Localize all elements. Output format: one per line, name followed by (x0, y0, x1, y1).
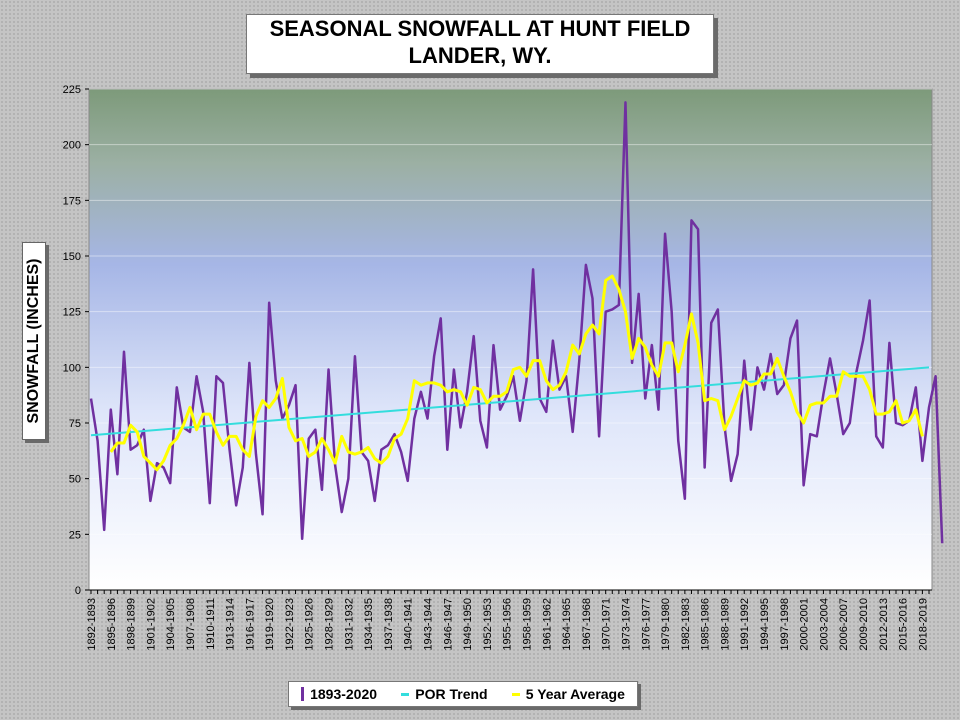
chart-title-line2: LANDER, WY. (408, 43, 552, 68)
x-tick-label: 1928-1929 (324, 598, 336, 651)
x-tick-label: 1967-1968 (581, 598, 593, 651)
x-tick-label: 2000-2001 (799, 598, 811, 651)
x-tick-label: 1922-1923 (284, 598, 296, 651)
x-tick-label: 1955-1956 (502, 598, 514, 651)
chart-title-box: SEASONAL SNOWFALL AT HUNT FIELD LANDER, … (246, 14, 714, 74)
y-tick-label: 75 (69, 418, 81, 430)
y-tick-label: 175 (63, 195, 81, 207)
series-line-trend (90, 366, 930, 437)
x-tick-label: 2015-2016 (898, 598, 910, 651)
legend-label-trend: POR Trend (415, 686, 488, 702)
legend-swatch-avg (511, 692, 520, 696)
x-tick-label: 1997-1998 (779, 598, 791, 651)
y-tick-label: 25 (69, 529, 81, 541)
legend-swatch-trend (401, 692, 410, 696)
y-tick-label: 100 (63, 362, 81, 374)
x-tick-label: 1940-1941 (403, 598, 415, 651)
x-tick-label: 1973-1974 (620, 598, 632, 651)
x-tick-label: 2012-2013 (878, 598, 890, 651)
series-line-5yr-average (109, 274, 924, 472)
legend-item-avg: 5 Year Average (511, 686, 625, 702)
legend-item-snowfall: 1893-2020 (301, 686, 377, 702)
y-tick-label: 150 (63, 251, 81, 263)
x-tick-label: 2018-2019 (917, 598, 929, 651)
plot-area (88, 88, 933, 591)
x-tick-label: 1976-1977 (640, 598, 652, 651)
chart-title-line1: SEASONAL SNOWFALL AT HUNT FIELD (269, 16, 691, 41)
legend-label-avg: 5 Year Average (525, 686, 625, 702)
x-tick-label: 1946-1947 (442, 598, 454, 651)
x-tick-label: 1958-1959 (521, 598, 533, 651)
x-tick-label: 1994-1995 (759, 598, 771, 651)
y-tick-label: 125 (63, 307, 81, 319)
x-tick-label: 1892-1893 (86, 598, 98, 651)
x-tick-label: 2009-2010 (858, 598, 870, 651)
x-tick-label: 1949-1950 (462, 598, 474, 651)
x-tick-label: 1979-1980 (660, 598, 672, 651)
x-tick-label: 1904-1905 (165, 598, 177, 651)
snowfall-chart: 0 25 50 75 100 125 150 175 200 225 1892-1893 1895-… (63, 84, 944, 651)
x-tick-label: 1895-1896 (106, 598, 118, 651)
x-tick-label: 1937-1938 (383, 598, 395, 651)
x-tick-label: 1970-1971 (601, 598, 613, 651)
legend-item-trend: POR Trend (401, 686, 488, 702)
y-axis-label-box: SNOWFALL (INCHES) (22, 242, 46, 440)
x-tick-label: 2006-2007 (838, 598, 850, 651)
y-tick-label: 50 (69, 474, 81, 486)
series-line-snowfall (89, 101, 944, 544)
y-tick-label: 0 (75, 585, 81, 597)
x-tick-label: 1916-1917 (244, 598, 256, 651)
x-tick-label: 1964-1965 (561, 598, 573, 651)
x-tick-label: 1910-1911 (205, 598, 217, 650)
legend-swatch-snowfall (301, 687, 305, 701)
x-tick-label: 1925-1926 (304, 598, 316, 651)
y-tick-label: 200 (63, 140, 81, 152)
x-tick-label: 1907-1908 (185, 598, 197, 651)
x-tick-label: 1991-1992 (739, 598, 751, 651)
x-tick-label: 1898-1899 (126, 598, 138, 651)
x-tick-label: 1961-1962 (541, 598, 553, 651)
x-tick-label: 1943-1944 (423, 598, 435, 651)
x-tick-label: 1919-1920 (264, 598, 276, 651)
y-tick-label: 225 (63, 84, 81, 96)
x-tick-label: 1952-1953 (482, 598, 494, 651)
x-tick-label: 1982-1983 (680, 598, 692, 651)
x-tick-label: 1934-1935 (363, 598, 375, 651)
x-tick-label: 1988-1989 (719, 598, 731, 651)
legend-label-snowfall: 1893-2020 (310, 686, 378, 702)
x-tick-label: 1985-1986 (700, 598, 712, 651)
x-tick-label: 1913-1914 (225, 598, 237, 651)
x-tick-label: 1931-1932 (343, 598, 355, 651)
legend: 1893-2020 POR Trend 5 Year Average (288, 681, 638, 707)
x-tick-label: 2003-2004 (818, 598, 830, 651)
x-tick-label: 1901-1902 (145, 598, 157, 651)
